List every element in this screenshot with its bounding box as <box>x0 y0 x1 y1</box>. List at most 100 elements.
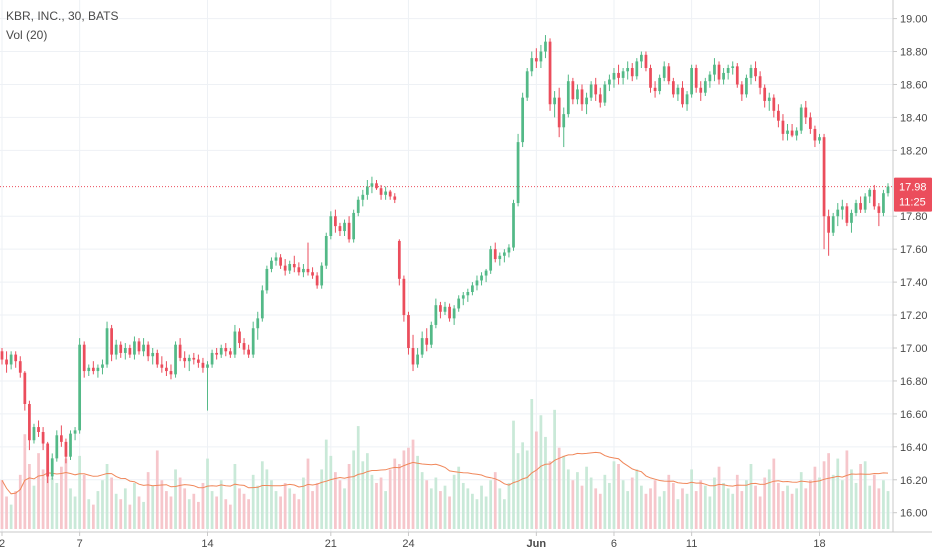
volume-bar <box>397 464 401 529</box>
volume-bar <box>493 472 497 529</box>
volume-bar <box>621 480 625 529</box>
last-price-value: 17.98 <box>899 182 927 194</box>
volume-bar <box>434 477 438 529</box>
candle-body <box>91 367 95 372</box>
candle-body <box>347 222 351 240</box>
candle-body <box>726 68 730 73</box>
time-axis-label: 2 <box>0 538 5 550</box>
volume-bar <box>484 496 488 529</box>
candle-body <box>224 348 228 352</box>
volume-bar <box>562 455 566 529</box>
volume-bar <box>662 491 666 529</box>
candle-body <box>617 72 620 78</box>
candle-body <box>50 458 54 477</box>
candle-body <box>110 328 113 355</box>
candle-body <box>142 344 145 352</box>
volume-bar <box>630 477 634 529</box>
candle-body <box>279 257 282 266</box>
price-axis-label: 17.60 <box>900 244 928 256</box>
candle-body <box>790 130 794 136</box>
candle-body <box>708 74 712 82</box>
price-axis-label: 16.80 <box>900 376 928 388</box>
candle-body <box>41 432 45 444</box>
candle-body <box>457 298 461 309</box>
volume-bar <box>685 493 689 529</box>
volume-bar <box>343 488 346 529</box>
volume-bar <box>635 469 639 529</box>
volume-bar <box>722 482 725 529</box>
candle-body <box>375 183 378 189</box>
volume-bar <box>210 491 214 529</box>
volume-bar <box>119 499 123 529</box>
time-axis-label: 14 <box>201 538 213 550</box>
candle-body <box>311 272 314 276</box>
candle-body <box>73 430 77 434</box>
candle-body <box>119 344 123 353</box>
candle-body <box>626 68 630 72</box>
volume-bar <box>274 491 278 529</box>
candle-body <box>370 183 374 187</box>
candle-body <box>799 107 803 131</box>
volume-indicator-label[interactable]: Vol (20) <box>6 28 48 42</box>
candle-body <box>576 89 579 100</box>
candle-body <box>18 361 22 373</box>
volume-bar <box>448 496 451 529</box>
candle-body <box>46 443 50 477</box>
candle-body <box>210 352 214 365</box>
candle-body <box>548 41 552 105</box>
volume-bar <box>192 493 196 529</box>
volume-bar <box>726 488 730 529</box>
candle-body <box>777 110 780 121</box>
volume-bar <box>183 488 187 529</box>
candle-body <box>174 344 177 375</box>
candle-body <box>662 66 666 78</box>
candle-body <box>397 240 401 279</box>
candle-body <box>292 264 296 268</box>
candle-body <box>722 72 725 80</box>
candle-body <box>256 318 260 329</box>
volume-bar <box>808 480 812 529</box>
volume-bar <box>5 496 8 529</box>
candle-body <box>735 66 739 85</box>
candle-body <box>429 324 433 345</box>
volume-bar <box>708 496 712 529</box>
volume-bar <box>854 482 858 529</box>
volume-bar <box>530 399 534 529</box>
candle-body <box>32 427 36 441</box>
candle-body <box>754 68 757 77</box>
volume-bar <box>379 477 383 529</box>
candle-body <box>270 260 273 269</box>
volume-bar <box>512 420 515 529</box>
candle-body <box>448 306 451 319</box>
volume-bar <box>320 469 324 529</box>
candle-body <box>475 280 479 286</box>
candle-body <box>507 247 511 253</box>
volume-bar <box>799 472 803 529</box>
candle-body <box>745 77 748 95</box>
volume-bar <box>859 464 862 529</box>
candle-body <box>598 94 602 103</box>
candle-body <box>767 97 771 101</box>
candle-body <box>215 352 219 355</box>
candle-body <box>749 68 753 78</box>
volume-bar <box>735 474 739 529</box>
volume-bar <box>228 504 232 529</box>
last-price-tag: 17.98 11:25 <box>894 177 932 212</box>
volume-bar <box>580 485 584 529</box>
volume-bar <box>18 474 22 529</box>
candle-body <box>306 268 310 273</box>
volume-bar <box>863 461 867 529</box>
volume-bar <box>247 499 250 529</box>
candle-body <box>608 79 611 85</box>
price-axis[interactable]: 19.00 18.80 18.60 18.40 18.20 17.80 17.60 17.40… <box>893 14 928 520</box>
volume-moving-average-line <box>1 451 889 495</box>
candle-body <box>484 270 488 276</box>
symbol-title[interactable]: KBR, INC., 30, BATS <box>6 9 119 23</box>
candle-body <box>562 114 566 128</box>
volume-bar <box>110 477 113 529</box>
price-axis-label: 17.20 <box>900 310 928 322</box>
time-axis[interactable]: 2 7 14 21 24 Jun 6 11 18 <box>0 532 826 550</box>
candle-body <box>503 252 506 256</box>
